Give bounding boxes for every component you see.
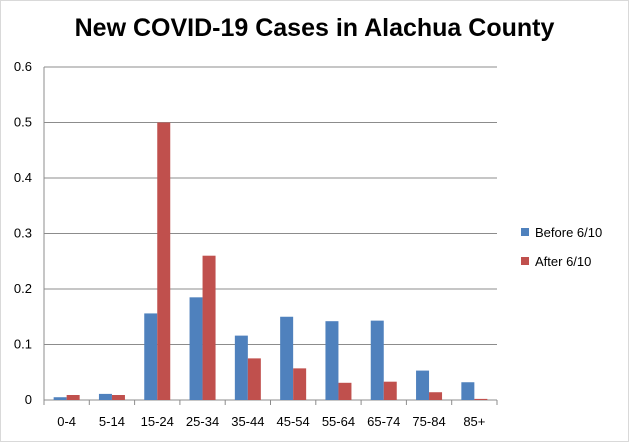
bar-before (325, 321, 339, 400)
x-tick-label: 25-34 (186, 414, 219, 429)
bar-before (144, 313, 158, 400)
bar-after (293, 368, 307, 400)
bar-after (111, 395, 125, 400)
legend-item-after: After 6/10 (521, 251, 602, 271)
x-tick-label: 0-4 (57, 414, 76, 429)
legend-swatch-before (521, 228, 529, 236)
bar-before (53, 397, 67, 400)
x-tick-label: 35-44 (231, 414, 264, 429)
bar-after (66, 395, 80, 400)
bar-before (98, 393, 112, 400)
legend-swatch-after (521, 257, 529, 265)
x-tick-label: 65-74 (367, 414, 400, 429)
x-tick-label: 75-84 (412, 414, 445, 429)
bar-after (157, 122, 171, 400)
y-tick-label: 0.1 (14, 337, 32, 352)
bar-after (247, 358, 261, 400)
legend-label-after: After 6/10 (535, 253, 592, 269)
bar-after (383, 381, 397, 400)
chart-title: New COVID-19 Cases in Alachua County (74, 14, 555, 42)
bar-before (416, 370, 430, 400)
bar-before (461, 382, 475, 400)
bar-before (234, 335, 248, 400)
y-tick-label: 0.3 (14, 226, 32, 241)
bar-after (338, 382, 352, 400)
x-tick-label: 15-24 (141, 414, 174, 429)
x-tick-label: 5-14 (99, 414, 125, 429)
bar-before (370, 320, 384, 400)
legend-label-before: Before 6/10 (535, 224, 603, 240)
y-tick-label: 0 (25, 392, 32, 407)
x-tick-label: 45-54 (277, 414, 310, 429)
x-tick-label: 55-64 (322, 414, 355, 429)
bar-after (429, 392, 443, 400)
y-tick-label: 0.6 (14, 59, 32, 74)
legend-item-before: Before 6/10 (521, 222, 602, 242)
y-tick-label: 0.5 (14, 115, 32, 130)
bar-after (202, 255, 216, 400)
bar-before (280, 316, 294, 400)
y-tick-label: 0.4 (14, 170, 32, 185)
legend: Before 6/10 After 6/10 (521, 222, 602, 280)
y-tick-label: 0.2 (14, 281, 32, 296)
bar-after (474, 398, 488, 400)
bar-before (189, 297, 203, 400)
x-tick-label: 85+ (463, 414, 485, 429)
